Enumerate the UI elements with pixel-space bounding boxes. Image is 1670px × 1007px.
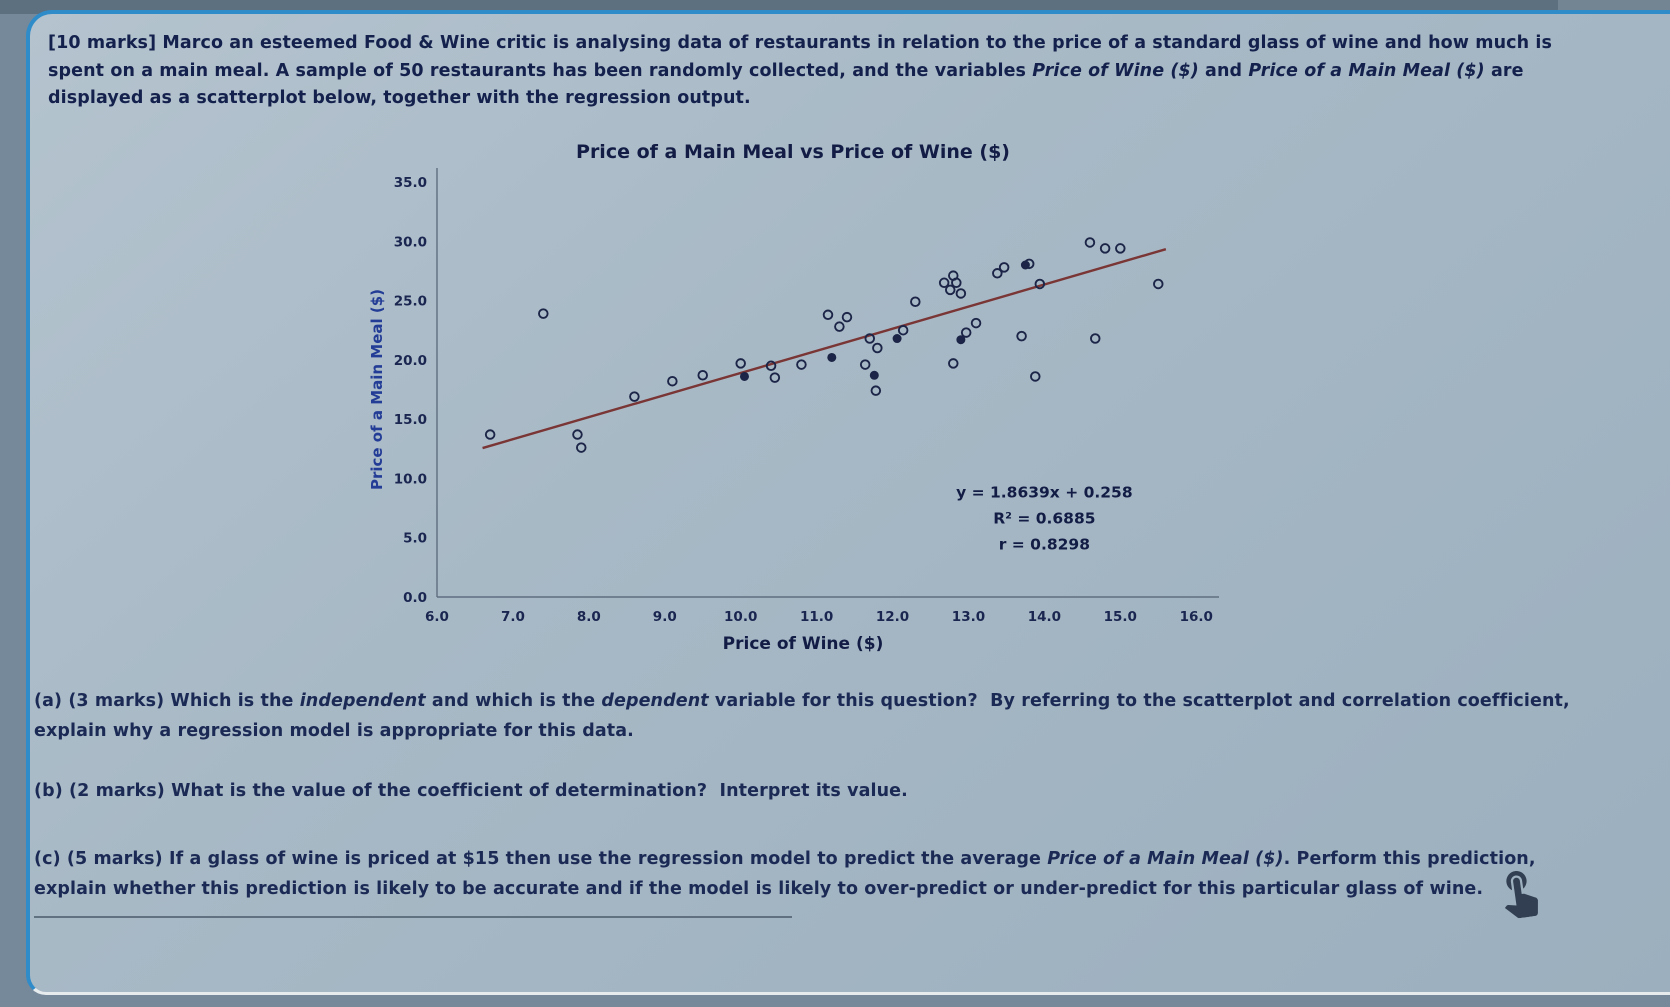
marks-label: (3 marks)	[68, 691, 165, 711]
x-tick-label: 7.0	[501, 609, 525, 625]
data-point	[1034, 278, 1046, 290]
dependent-term: dependent	[601, 691, 709, 711]
data-point	[1153, 278, 1164, 290]
x-tick-label: 15.0	[1104, 609, 1137, 625]
x-tick-label: 8.0	[577, 609, 601, 625]
data-point	[948, 270, 959, 281]
scatterplot: Price of a Main Meal vs Price of Wine ($…	[368, 141, 1219, 654]
data-point	[864, 333, 876, 344]
data-point-filled	[1020, 260, 1030, 270]
data-point-filled	[892, 334, 902, 344]
x-tick-label: 10.0	[724, 609, 757, 625]
data-point	[859, 359, 871, 370]
text-run: Which is the	[164, 691, 300, 711]
data-point	[1089, 333, 1101, 344]
variable-price-of-wine: Price of Wine ($)	[1032, 60, 1199, 81]
scatterplot-figure: Price of a Main Meal vs Price of Wine ($…	[362, 136, 1242, 661]
data-point	[576, 442, 587, 453]
x-tick-label: 11.0	[800, 609, 833, 625]
question-c: (c) (5 marks) If a glass of wine is pric…	[34, 844, 1594, 904]
y-tick-label: 35.0	[394, 175, 427, 191]
x-tick-label: 6.0	[425, 609, 449, 625]
text-run: If a glass of wine is priced at $15 then…	[162, 849, 1048, 869]
text-run: and	[1198, 60, 1249, 81]
data-point	[1084, 237, 1096, 248]
x-tick-label: 13.0	[952, 609, 985, 625]
data-point	[992, 268, 1003, 279]
data-point	[1030, 371, 1041, 382]
data-point	[697, 370, 708, 381]
y-axis-title: Price of a Main Meal ($)	[368, 289, 386, 490]
data-point	[955, 288, 967, 299]
data-point-filled	[956, 335, 966, 345]
question-a: (a) (3 marks) Which is the independent a…	[34, 686, 1594, 746]
data-point	[948, 358, 959, 369]
data-point	[834, 321, 845, 332]
y-tick-label: 10.0	[394, 471, 427, 487]
x-axis-title: Price of Wine ($)	[723, 634, 884, 654]
question-a-label: (a)	[34, 691, 69, 711]
data-point	[572, 429, 583, 440]
data-point	[769, 372, 781, 383]
question-intro-text: [10 marks] Marco an esteemed Food & Wine…	[48, 30, 1558, 113]
data-point	[484, 429, 496, 440]
data-point	[1115, 243, 1126, 254]
data-point	[944, 284, 956, 296]
variable-price-of-main-meal: Price of a Main Meal ($)	[1248, 60, 1485, 81]
marks-label: [10 marks]	[48, 33, 157, 53]
chart-title: Price of a Main Meal vs Price of Wine ($…	[576, 141, 1010, 163]
question-b-label: (b)	[34, 781, 70, 801]
data-point	[796, 359, 807, 370]
content-panel: [10 marks] Marco an esteemed Food & Wine…	[26, 10, 1670, 995]
regression-annotation: y = 1.8639x + 0.258	[956, 483, 1133, 501]
regression-annotation: r = 0.8298	[999, 535, 1090, 553]
divider-line	[34, 916, 792, 918]
text-run: and which is the	[425, 691, 602, 711]
data-point-filled	[827, 352, 837, 362]
data-point	[841, 311, 853, 323]
x-tick-label: 9.0	[653, 609, 677, 625]
data-point	[998, 262, 1010, 273]
variable-price-of-main-meal: Price of a Main Meal ($)	[1047, 849, 1284, 869]
independent-term: independent	[299, 691, 426, 711]
x-tick-label: 14.0	[1028, 609, 1061, 625]
data-point	[629, 391, 640, 402]
regression-line	[482, 248, 1167, 450]
data-point	[1016, 330, 1027, 342]
regression-annotation: R² = 0.6885	[993, 509, 1095, 527]
hand-cursor-icon	[1504, 871, 1538, 919]
text-run: Marco an esteemed Food & Wine critic is …	[48, 33, 1559, 81]
data-point	[667, 375, 678, 387]
x-tick-label: 16.0	[1180, 609, 1213, 625]
text-run: are displayed as a scatterplot below, to…	[48, 60, 1530, 109]
data-point	[765, 360, 777, 372]
marks-label: (5 marks)	[66, 849, 163, 869]
question-b: (b) (2 marks) What is the value of the c…	[34, 776, 1594, 806]
data-point-filled	[869, 370, 879, 380]
data-point	[938, 277, 950, 289]
data-point	[910, 296, 921, 308]
y-tick-label: 25.0	[394, 294, 427, 310]
data-point-filled	[739, 371, 749, 381]
data-point	[735, 358, 746, 369]
y-tick-label: 20.0	[394, 353, 427, 369]
data-point	[897, 324, 909, 336]
data-point	[538, 308, 549, 319]
data-point	[960, 327, 972, 338]
text-run: What is the value of the coefficient of …	[164, 781, 908, 801]
y-tick-label: 15.0	[394, 412, 427, 428]
x-tick-label: 12.0	[876, 609, 909, 625]
marks-label: (2 marks)	[69, 781, 165, 801]
text-run: . Perform this prediction, explain wheth…	[34, 849, 1542, 900]
data-point	[1099, 243, 1111, 254]
data-point	[872, 342, 883, 354]
data-point	[870, 385, 882, 396]
y-tick-label: 5.0	[403, 531, 427, 547]
text-run: variable for this question? By referring…	[34, 691, 1576, 742]
question-c-label: (c)	[34, 849, 67, 869]
y-tick-label: 30.0	[394, 234, 427, 250]
data-point	[970, 317, 982, 329]
data-point	[822, 309, 834, 321]
y-tick-label: 0.0	[403, 590, 427, 606]
